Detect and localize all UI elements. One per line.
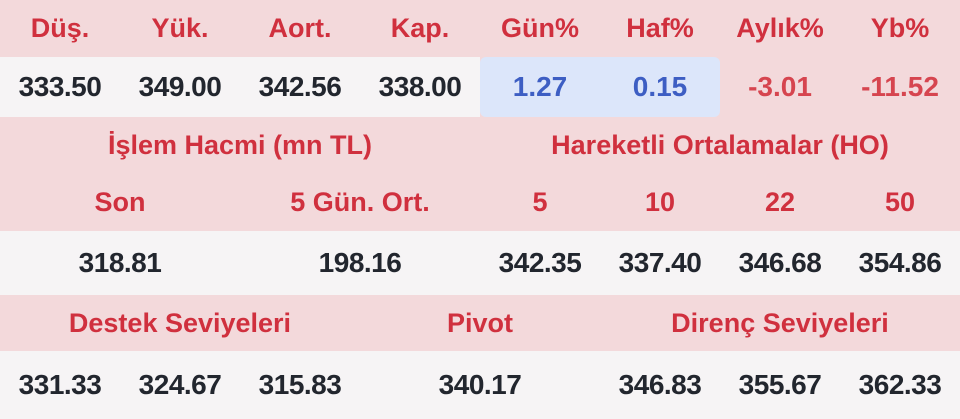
section-title-moving-averages: Hareketli Ortalamalar (HO) [480, 117, 960, 173]
subheader-avg5: 5 Gün. Ort. [240, 173, 480, 231]
header-close: Kap. [360, 0, 480, 57]
header-week-pct: Haf% [600, 0, 720, 57]
header-day-pct: Gün% [480, 0, 600, 57]
value-ma-5: 342.35 [480, 231, 600, 295]
subheader-ma-50: 50 [840, 173, 960, 231]
value-ma-10: 337.40 [600, 231, 720, 295]
value-pivot: 340.17 [360, 351, 600, 419]
subheader-ma-22: 22 [720, 173, 840, 231]
value-support-2: 324.67 [120, 351, 240, 419]
value-ma-50: 354.86 [840, 231, 960, 295]
subheader-ma-5: 5 [480, 173, 600, 231]
section-title-volume: İşlem Hacmi (mn TL) [0, 117, 480, 173]
positive-change-highlight: 1.27 0.15 [480, 57, 720, 117]
value-avg: 342.56 [240, 57, 360, 117]
subheader-last: Son [0, 173, 240, 231]
value-month-pct: -3.01 [720, 57, 840, 117]
value-close: 338.00 [360, 57, 480, 117]
value-high: 349.00 [120, 57, 240, 117]
value-volume-last: 318.81 [0, 231, 240, 295]
value-day-pct: 1.27 [512, 71, 568, 102]
header-high: Yük. [120, 0, 240, 57]
value-resistance-3: 362.33 [840, 351, 960, 419]
section-title-pivot: Pivot [360, 295, 600, 351]
header-ytd-pct: Yb% [840, 0, 960, 57]
value-resistance-2: 355.67 [720, 351, 840, 419]
section-title-resistance: Direnç Seviyeleri [600, 295, 960, 351]
header-low: Düş. [0, 0, 120, 57]
value-week-pct: 0.15 [632, 71, 688, 102]
value-resistance-1: 346.83 [600, 351, 720, 419]
subheader-ma-10: 10 [600, 173, 720, 231]
header-month-pct: Aylık% [720, 0, 840, 57]
value-volume-avg5: 198.16 [240, 231, 480, 295]
value-low: 333.50 [0, 57, 120, 117]
section-title-support: Destek Seviyeleri [0, 295, 360, 351]
header-avg: Aort. [240, 0, 360, 57]
value-ytd-pct: -11.52 [840, 57, 960, 117]
value-ma-22: 346.68 [720, 231, 840, 295]
value-support-1: 331.33 [0, 351, 120, 419]
value-support-3: 315.83 [240, 351, 360, 419]
